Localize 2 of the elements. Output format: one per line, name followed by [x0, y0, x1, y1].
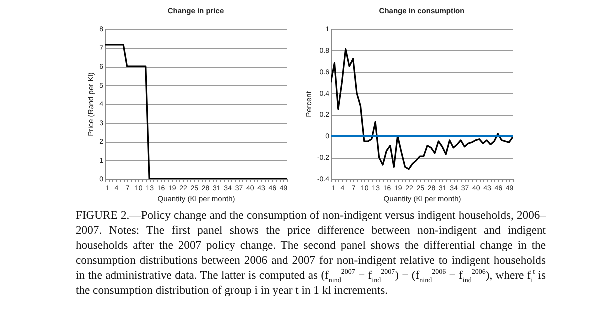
text: FIGURE 2.—Policy change and the consumption of non-indigent versus indigent households, 2006–2007. Notes: The first panel shows the price difference between non-indigent and indigent households after the 2007 policy change. The second panel shows the differential change in the consumption distributions between 2006 and 2007 for non-indigent relative to indigent households in the administrative data. The latter is computed as (f$_{nind}$$^{2007}$ − f$_{ind}$$^{2007}$) − (f$_{nind}$$^{2006}$ − f$_{ind}$$^{2006}$), where f$_{i}$$^{t}$ is the consumption distribution of group i in year t in 1 kl increments.	[76, 209, 546, 297]
line-series	[331, 48, 513, 170]
